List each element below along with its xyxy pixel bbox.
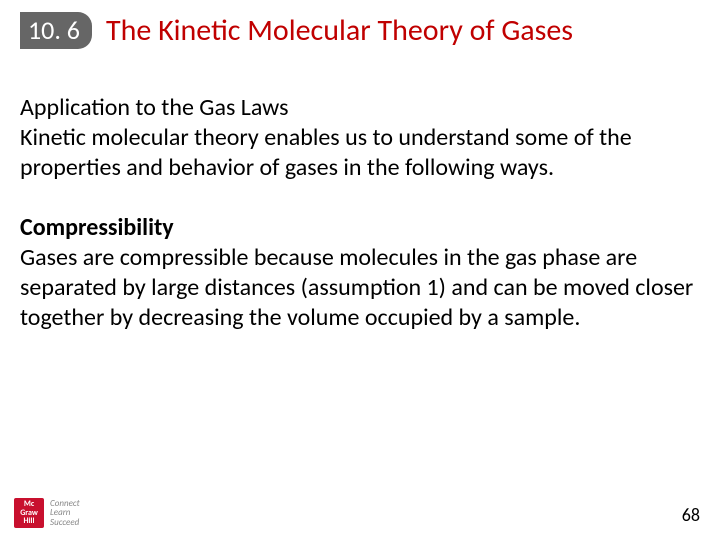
slide: 10. 6 The Kinetic Molecular Theory of Ga… — [0, 0, 720, 540]
publisher-logo: Mc Graw Hill Connect Learn Succeed — [14, 498, 80, 528]
mcgraw-hill-badge-icon: Mc Graw Hill — [14, 498, 44, 528]
section-number-badge: 10. 6 — [20, 12, 92, 49]
intro-paragraph: Kinetic molecular theory enables us to u… — [20, 123, 700, 183]
subheading-application: Application to the Gas Laws — [20, 93, 700, 123]
logo-tagline: Connect Learn Succeed — [50, 499, 80, 527]
body-paragraph: Gases are compressible because molecules… — [20, 243, 700, 333]
page-number: 68 — [682, 504, 700, 526]
header-row: 10. 6 The Kinetic Molecular Theory of Ga… — [20, 12, 700, 49]
logo-line: Hill — [24, 517, 35, 525]
subheading-compressibility: Compressibility — [20, 213, 700, 243]
tagline-line: Succeed — [50, 518, 80, 527]
slide-title: The Kinetic Molecular Theory of Gases — [106, 12, 573, 49]
